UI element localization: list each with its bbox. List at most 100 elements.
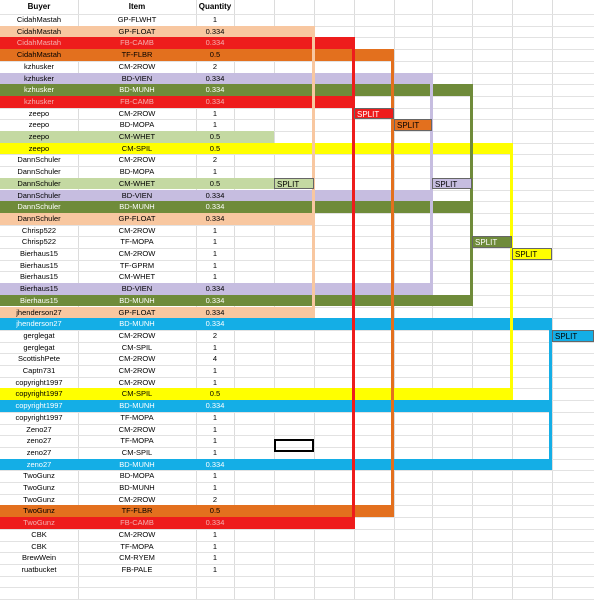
quantity-cell[interactable]: 1 — [212, 483, 218, 492]
quantity-cell[interactable]: 0.5 — [209, 506, 221, 516]
item-cell[interactable]: BD-MUNH — [119, 85, 155, 95]
item-cell[interactable]: BD-MOPA — [119, 120, 155, 130]
item-cell[interactable]: CM-2ROW — [118, 108, 156, 118]
buyer-cell[interactable]: CidahMastah — [16, 15, 62, 24]
item-cell[interactable]: TF-GPRM — [119, 260, 155, 270]
item-cell[interactable]: BD-MUNH — [119, 295, 155, 305]
item-cell[interactable]: BD-MUNH — [119, 483, 155, 492]
quantity-cell[interactable]: 1 — [212, 366, 218, 375]
buyer-cell[interactable]: DannSchuler — [17, 190, 61, 200]
item-cell[interactable]: CM-2ROW — [118, 330, 156, 340]
buyer-cell[interactable]: kzhusker — [23, 85, 54, 95]
quantity-cell[interactable]: 0.5 — [209, 143, 221, 153]
quantity-cell[interactable]: 1 — [212, 436, 218, 446]
buyer-cell[interactable]: DannSchuler — [17, 202, 61, 212]
item-cell[interactable]: CM-WHET — [118, 178, 156, 188]
column-header-item[interactable]: Item — [128, 2, 146, 11]
item-cell[interactable]: CM-2ROW — [118, 225, 156, 235]
column-header-quantity[interactable]: Quantity — [198, 2, 232, 11]
buyer-cell[interactable]: Zeno27 — [26, 424, 52, 434]
item-cell[interactable]: TF-MOPA — [120, 237, 154, 247]
quantity-cell[interactable]: 1 — [212, 377, 218, 387]
item-cell[interactable]: CM-SPIL — [121, 342, 153, 352]
quantity-cell[interactable]: 1 — [212, 529, 218, 539]
item-cell[interactable]: TF-FLBR — [121, 50, 153, 60]
quantity-cell[interactable]: 0.334 — [205, 213, 225, 223]
item-cell[interactable]: BD-MUNH — [119, 459, 155, 469]
selected-cell[interactable] — [274, 439, 314, 452]
buyer-cell[interactable]: Bierhaus15 — [20, 272, 58, 282]
buyer-cell[interactable]: DannSchuler — [17, 167, 61, 177]
buyer-cell[interactable]: gerglegat — [23, 342, 55, 352]
buyer-cell[interactable]: CidahMastah — [16, 50, 62, 60]
quantity-cell[interactable]: 0.334 — [205, 459, 225, 469]
quantity-cell[interactable]: 0.334 — [205, 190, 225, 200]
item-cell[interactable]: TF-MOPA — [120, 541, 154, 551]
item-cell[interactable]: GP-FLWHT — [117, 15, 157, 24]
buyer-cell[interactable]: copyright1997 — [15, 389, 63, 399]
buyer-cell[interactable]: kzhusker — [23, 73, 54, 83]
buyer-cell[interactable]: Bierhaus15 — [20, 260, 58, 270]
buyer-cell[interactable]: TwoGunz — [23, 471, 55, 481]
quantity-cell[interactable]: 2 — [212, 494, 218, 504]
quantity-cell[interactable]: 0.5 — [209, 178, 221, 188]
item-cell[interactable]: CM-2ROW — [118, 249, 156, 258]
item-cell[interactable]: BD-MUNH — [119, 401, 155, 411]
item-cell[interactable]: BD-MOPA — [119, 167, 155, 177]
buyer-cell[interactable]: zeepo — [28, 120, 50, 130]
buyer-cell[interactable]: kzhusker — [23, 61, 54, 71]
buyer-cell[interactable]: kzhusker — [23, 96, 54, 106]
item-cell[interactable]: CM-RYEM — [119, 553, 155, 563]
item-cell[interactable]: CM-2ROW — [118, 494, 156, 504]
quantity-cell[interactable]: 1 — [212, 447, 218, 457]
quantity-cell[interactable]: 1 — [212, 260, 218, 270]
buyer-cell[interactable]: ScottishPete — [17, 354, 61, 364]
quantity-cell[interactable]: 1 — [212, 342, 218, 352]
quantity-cell[interactable]: 1 — [212, 225, 218, 235]
item-cell[interactable]: BD-MOPA — [119, 471, 155, 481]
quantity-cell[interactable]: 1 — [212, 237, 218, 247]
item-cell[interactable]: BD-VIEN — [121, 73, 153, 83]
quantity-cell[interactable]: 1 — [212, 272, 218, 282]
quantity-cell[interactable]: 0.334 — [205, 401, 225, 411]
buyer-cell[interactable]: zeno27 — [26, 447, 52, 457]
item-cell[interactable]: CM-2ROW — [118, 424, 156, 434]
split-label[interactable]: SPLIT — [432, 177, 472, 190]
item-cell[interactable]: FB-CAMB — [120, 96, 154, 106]
buyer-cell[interactable]: DannSchuler — [17, 178, 61, 188]
quantity-cell[interactable]: 1 — [212, 412, 218, 422]
buyer-cell[interactable]: Chrisp522 — [21, 237, 57, 247]
quantity-cell[interactable]: 0.334 — [205, 307, 225, 317]
buyer-cell[interactable]: jhenderson27 — [16, 307, 62, 317]
quantity-cell[interactable]: 1 — [212, 541, 218, 551]
quantity-cell[interactable]: 0.334 — [205, 295, 225, 305]
quantity-cell[interactable]: 1 — [212, 564, 218, 574]
quantity-cell[interactable]: 0.5 — [209, 389, 221, 399]
quantity-cell[interactable]: 0.5 — [209, 132, 221, 141]
item-cell[interactable]: FB-CAMB — [120, 38, 154, 48]
item-cell[interactable]: TF-FLBR — [121, 506, 153, 516]
item-cell[interactable]: BD-VIEN — [121, 284, 153, 294]
buyer-cell[interactable]: copyright1997 — [15, 377, 63, 387]
quantity-cell[interactable]: 1 — [212, 167, 218, 177]
item-cell[interactable]: FB-CAMB — [120, 518, 154, 528]
buyer-cell[interactable]: CBK — [31, 541, 47, 551]
item-cell[interactable]: BD-MUNH — [119, 319, 155, 329]
quantity-cell[interactable]: 0.334 — [205, 96, 225, 106]
buyer-cell[interactable]: TwoGunz — [23, 518, 55, 528]
buyer-cell[interactable]: Captn731 — [22, 366, 56, 375]
buyer-cell[interactable]: Chrisp522 — [21, 225, 57, 235]
buyer-cell[interactable]: zeno27 — [26, 459, 52, 469]
buyer-cell[interactable]: CidahMastah — [16, 38, 62, 48]
buyer-cell[interactable]: zeepo — [28, 143, 50, 153]
quantity-cell[interactable]: 1 — [212, 424, 218, 434]
buyer-cell[interactable]: DannSchuler — [17, 155, 61, 165]
quantity-cell[interactable]: 1 — [212, 553, 218, 563]
buyer-cell[interactable]: BrewWein — [21, 553, 57, 563]
buyer-cell[interactable]: CBK — [31, 529, 47, 539]
split-label[interactable]: SPLIT — [274, 177, 314, 190]
quantity-cell[interactable]: 0.334 — [205, 38, 225, 48]
item-cell[interactable]: CM-2ROW — [118, 354, 156, 364]
quantity-cell[interactable]: 0.334 — [205, 73, 225, 83]
quantity-cell[interactable]: 0.334 — [205, 85, 225, 95]
